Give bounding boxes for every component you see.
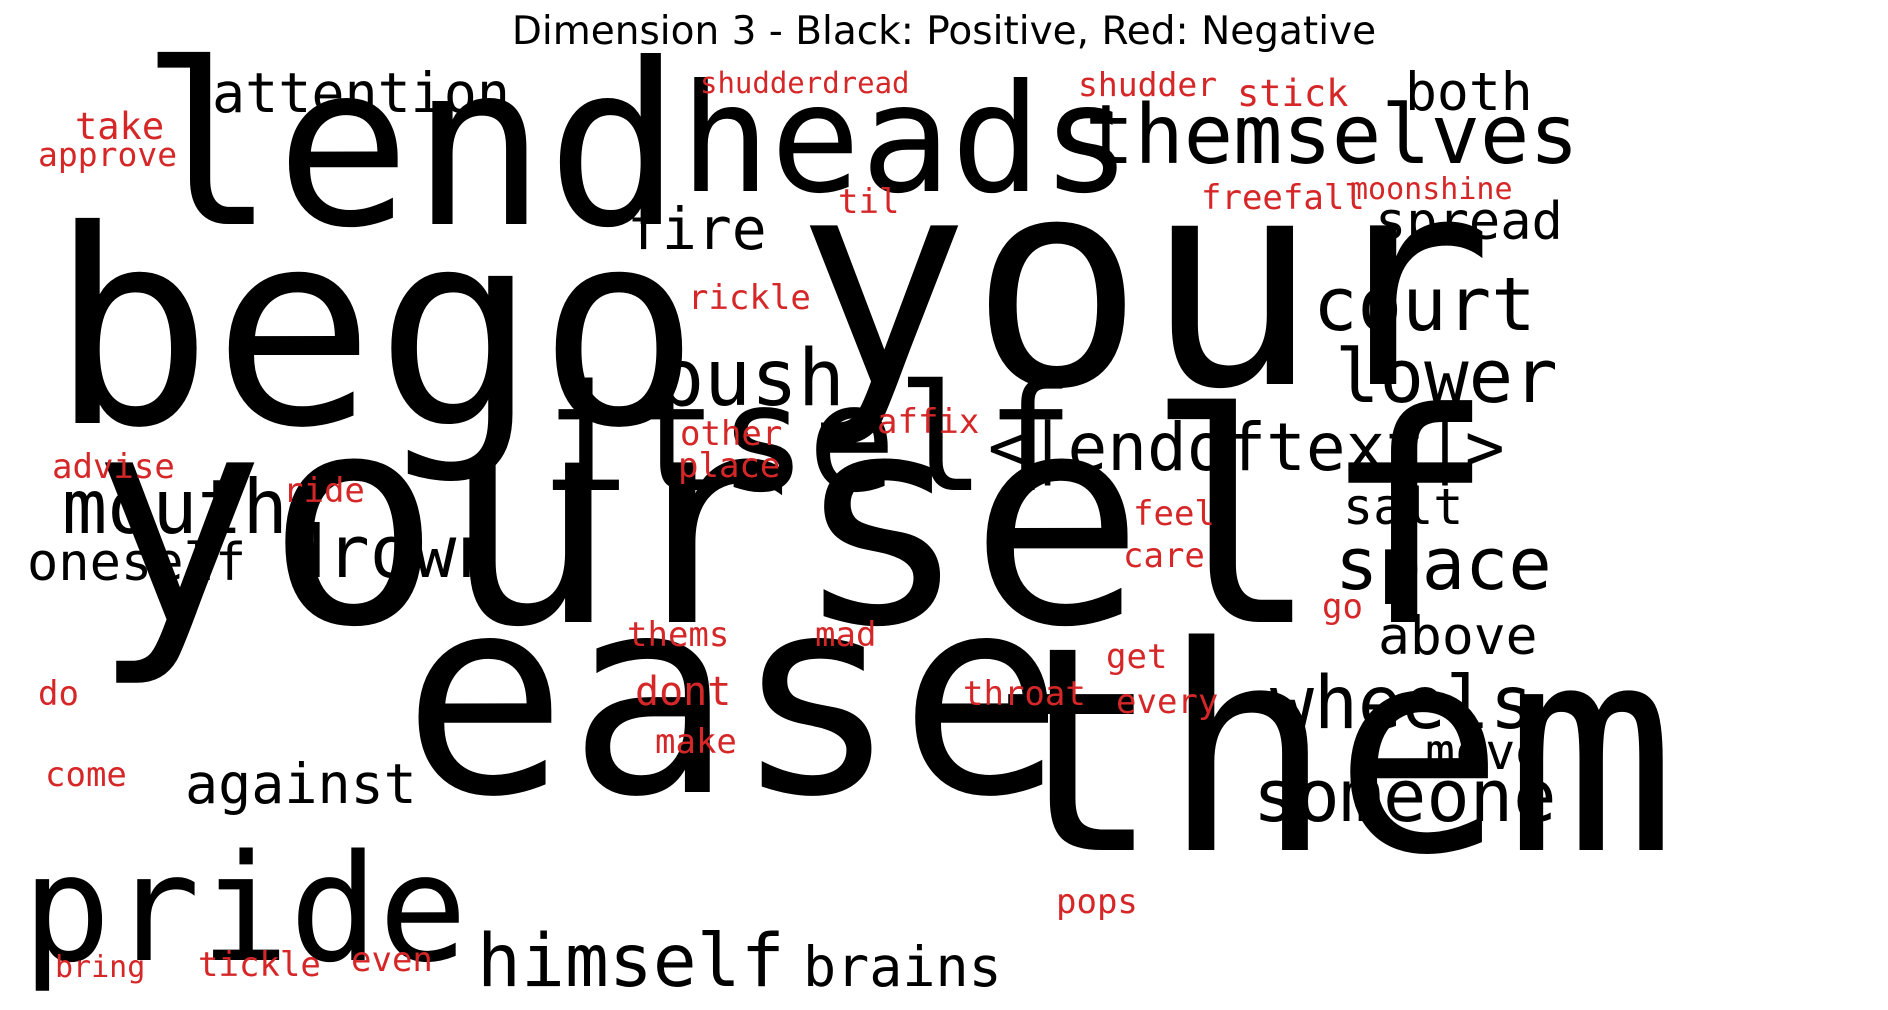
word-yourself: yourself xyxy=(90,351,1497,691)
word-freefall: freefall xyxy=(1201,178,1365,218)
word-get: get xyxy=(1106,637,1168,677)
word-brains: brains xyxy=(803,935,1002,999)
word-endoftext: <|endoftext|> xyxy=(988,409,1505,486)
word-move: move xyxy=(1425,723,1546,781)
word-advise: advise xyxy=(52,447,175,487)
word-your: your xyxy=(795,116,1494,453)
word-do: do xyxy=(38,674,79,714)
word-itself: itself xyxy=(540,353,1075,525)
word-tickle: tickle xyxy=(198,945,321,985)
word-wheels: wheels xyxy=(1270,661,1534,746)
word-against: against xyxy=(185,752,417,816)
word-ride: ride xyxy=(283,471,365,511)
word-above: above xyxy=(1378,606,1538,667)
word-ease: ease xyxy=(402,537,1065,857)
word-affix: affix xyxy=(877,402,980,442)
word-attention: attention xyxy=(212,61,511,125)
word-stick: stick xyxy=(1237,72,1349,115)
word-them: them xyxy=(990,586,1677,918)
word-place: place xyxy=(678,446,781,486)
word-bring: bring xyxy=(55,950,146,985)
word-every: every xyxy=(1116,682,1219,722)
word-care: care xyxy=(1123,536,1205,576)
word-make: make xyxy=(655,722,737,762)
word-rickle: rickle xyxy=(688,278,811,318)
word-push: push xyxy=(657,334,845,424)
word-mad: mad xyxy=(815,615,877,655)
word-feel: feel xyxy=(1133,494,1215,534)
chart-title: Dimension 3 - Black: Positive, Red: Nega… xyxy=(511,9,1377,54)
word-fire: fire xyxy=(627,195,767,263)
word-space: space xyxy=(1335,522,1552,606)
word-salt: salt xyxy=(1343,478,1464,536)
word-drown: drown xyxy=(283,510,500,594)
word-oneself: oneself xyxy=(27,533,247,593)
word-themselves: themselves xyxy=(1085,88,1579,183)
word-throat: throat xyxy=(963,674,1086,714)
word-til: til xyxy=(838,182,900,222)
word-bego: bego xyxy=(50,172,701,487)
word-shudderdread: shudderdread xyxy=(700,66,910,100)
word-come: come xyxy=(45,755,127,795)
word-spread: spread xyxy=(1375,192,1563,252)
word-other: other xyxy=(680,414,783,454)
word-heads: heads xyxy=(680,53,1132,227)
word-someone: someone xyxy=(1253,754,1557,838)
word-thems: thems xyxy=(627,615,730,655)
word-court: court xyxy=(1313,262,1536,348)
word-both: both xyxy=(1405,62,1533,123)
word-go: go xyxy=(1322,587,1363,627)
word-shudder: shudder xyxy=(1078,65,1218,104)
word-pops: pops xyxy=(1056,882,1138,922)
word-even: even xyxy=(351,940,433,980)
word-himself: himself xyxy=(477,919,785,1004)
word-approve: approve xyxy=(38,135,178,174)
word-mouth: mouth xyxy=(62,463,288,551)
word-take: take xyxy=(75,105,165,148)
word-dont: dont xyxy=(635,669,732,715)
word-pride: pride xyxy=(22,823,468,995)
word-lower: lower xyxy=(1335,334,1558,420)
word-lend: lend xyxy=(140,16,682,278)
word-moonshine: moonshine xyxy=(1350,172,1513,207)
